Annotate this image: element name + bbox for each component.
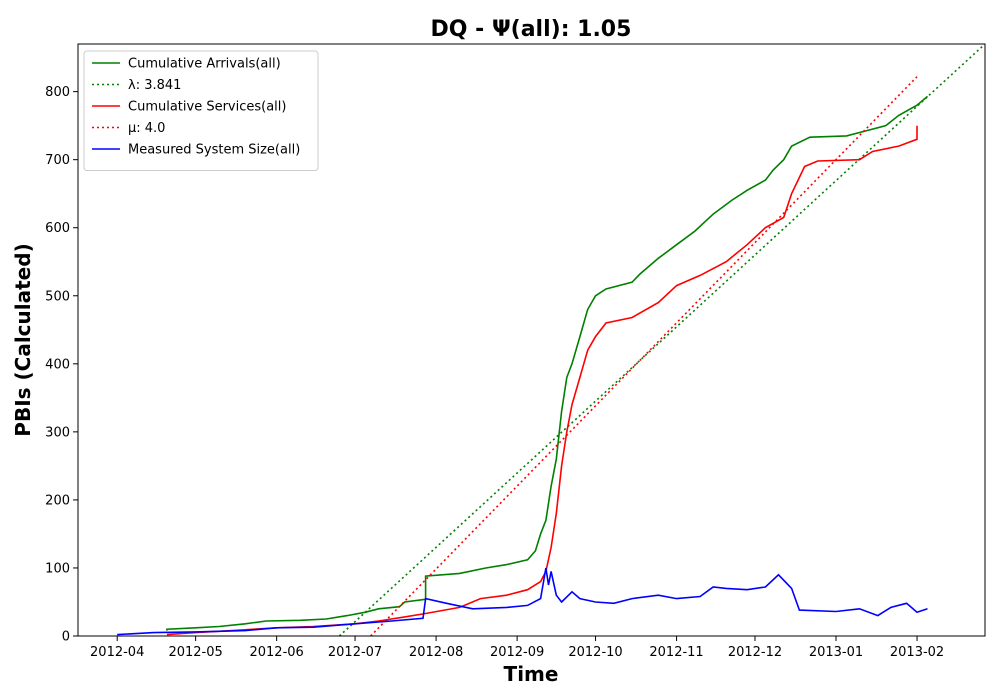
y-axis-title: PBIs (Calculated) xyxy=(11,243,35,436)
series-line-1 xyxy=(338,44,985,636)
y-axis-ticks: 0 100 200 300 400 500 600 700 800 xyxy=(45,85,78,645)
x-tick-label: 2012-04 xyxy=(90,645,144,660)
legend-label-0: Cumulative Arrivals(all) xyxy=(128,57,281,72)
x-tick-label: 2012-05 xyxy=(168,645,222,660)
x-tick-label: 2012-06 xyxy=(249,645,303,660)
y-tick-label: 200 xyxy=(45,493,70,508)
legend: Cumulative Arrivals(all) λ: 3.841 Cumulati… xyxy=(83,50,319,171)
legend-frame xyxy=(83,50,319,171)
y-tick-label: 0 xyxy=(62,630,70,645)
x-tick-label: 2012-10 xyxy=(568,645,622,660)
y-tick-label: 500 xyxy=(45,289,70,304)
y-tick-label: 600 xyxy=(45,221,70,236)
x-tick-label: 2012-09 xyxy=(490,645,544,660)
x-tick-label: 2012-12 xyxy=(728,645,782,660)
x-tick-label: 2013-02 xyxy=(890,645,944,660)
y-tick-label: 100 xyxy=(45,561,70,576)
series-line-4 xyxy=(117,567,928,636)
series-group xyxy=(117,44,985,636)
series-line-2 xyxy=(166,125,918,636)
legend-label-2: Cumulative Services(all) xyxy=(128,100,286,115)
legend-label-1: λ: 3.841 xyxy=(128,78,181,93)
y-tick-label: 700 xyxy=(45,153,70,168)
x-tick-label: 2012-08 xyxy=(409,645,463,660)
x-tick-label: 2012-11 xyxy=(649,645,703,660)
y-tick-label: 300 xyxy=(45,425,70,440)
plot-frame xyxy=(77,43,986,637)
x-axis-ticks: 2012-04 2012-05 2012-06 2012-07 2012-08 2012-… xyxy=(90,636,944,660)
x-tick-label: 2013-01 xyxy=(809,645,863,660)
series-line-0 xyxy=(166,95,929,631)
legend-label-3: μ: 4.0 xyxy=(128,121,165,136)
series-line-3 xyxy=(370,76,918,636)
x-axis-title: Time xyxy=(504,662,559,686)
y-tick-label: 400 xyxy=(45,357,70,372)
x-tick-label: 2012-07 xyxy=(328,645,382,660)
legend-label-4: Measured System Size(all) xyxy=(128,143,300,158)
y-tick-label: 800 xyxy=(45,85,70,100)
chart-title: DQ - Ψ(all): 1.05 xyxy=(431,17,632,42)
plot-area xyxy=(77,43,986,637)
